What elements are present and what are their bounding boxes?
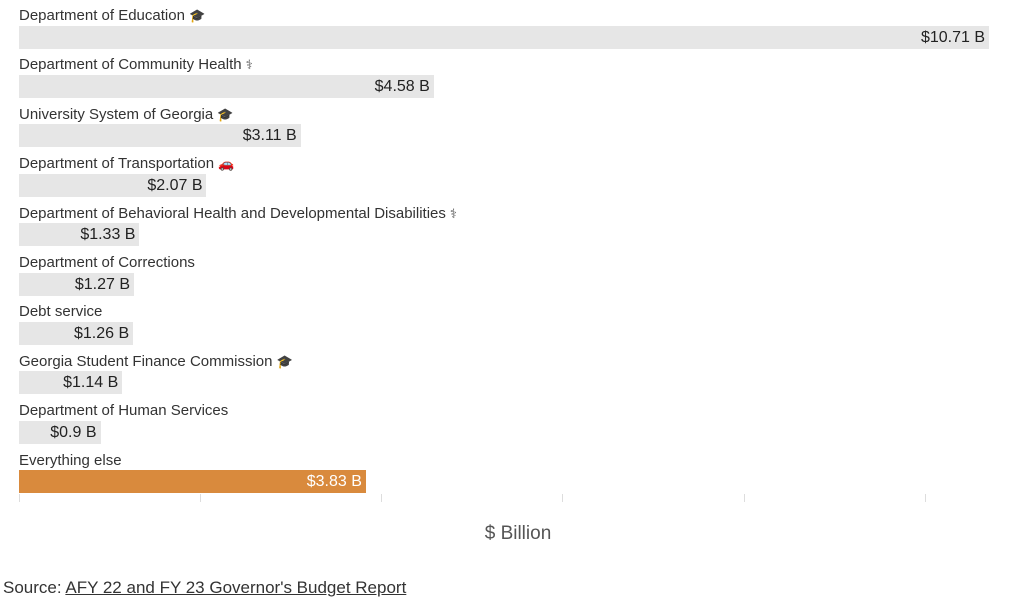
graduation-cap-icon: 🎓 [188,8,206,23]
bar-label-text: Department of Corrections [19,254,195,271]
bar-label-text: Everything else [19,451,122,469]
bar [19,124,301,148]
bar-value-label: $10.71 B [920,28,985,46]
car-icon: 🚗 [218,156,235,172]
bar [19,470,366,494]
bar-label-text: Department of Behavioral Health and Deve… [19,204,446,222]
bar [19,272,135,296]
bar-label-text: Debt service [19,303,103,321]
bar-label: Department of Education 🎓 [19,7,205,25]
bar-label-text: University System of Georgia [19,105,214,123]
bar-label-text: Department of Transportation [19,155,215,173]
x-axis-tick [381,494,383,502]
bar-label-text: Department of Community Health [19,56,242,74]
bar-value-label: $4.58 B [374,77,430,95]
graduation-cap-icon: 🎓 [276,353,293,369]
bar [19,371,123,395]
bar [19,223,140,247]
source-prefix: Source: [3,578,66,597]
x-axis-tick [200,494,202,502]
bar-label-text: Georgia Student Finance Commission [19,352,273,370]
bar-value-label: $2.07 B [147,176,203,194]
bar-value-label: $1.26 B [73,324,130,342]
caduceus-icon: ⚕ [449,205,457,221]
budget-bar-chart: Department of Education 🎓 $10.71 B Departme… [19,7,989,502]
bar-value-label: $3.11 B [242,127,297,145]
x-axis-tick [562,494,564,502]
graduation-cap-icon: 🎓 [217,106,234,122]
bar-label: University System of Georgia 🎓 [19,106,233,124]
bar-value-label: $0.9 B [50,423,97,441]
bar-label: Department of Human Services [19,402,228,420]
x-axis-title: $ Billion [484,523,552,544]
source-link[interactable]: AFY 22 and FY 23 Governor's Budget Repor… [65,578,407,597]
bar-label-text: Department of Education [19,7,185,24]
bar [19,74,434,98]
bar-label-text: Department of Human Services [19,402,229,420]
bar-label: Department of Transportation 🚗 [19,155,234,173]
bar-value-label: $3.83 B [306,473,362,491]
bar-label: Department of Behavioral Health and Deve… [19,205,457,223]
source-note: Source: AFY 22 and FY 23 Governor's Budg… [3,578,406,598]
x-axis-tick [743,494,745,502]
bar-label: Department of Community Health ⚕ [19,56,253,74]
bar [19,173,207,197]
bar-value-label: $1.33 B [80,226,136,244]
bar [19,420,101,444]
bar [19,25,989,49]
bar-value-label: $1.27 B [74,275,131,293]
bar-label: Georgia Student Finance Commission 🎓 [19,353,293,371]
x-axis-tick [19,494,20,502]
bar-label: Department of Corrections [19,254,195,272]
bar-label: Debt service [19,303,102,321]
caduceus-icon: ⚕ [245,57,253,73]
bar-value-label: $1.14 B [63,374,119,392]
bar-label: Everything else [19,452,122,470]
x-axis-tick [924,494,926,502]
bar [19,321,134,345]
